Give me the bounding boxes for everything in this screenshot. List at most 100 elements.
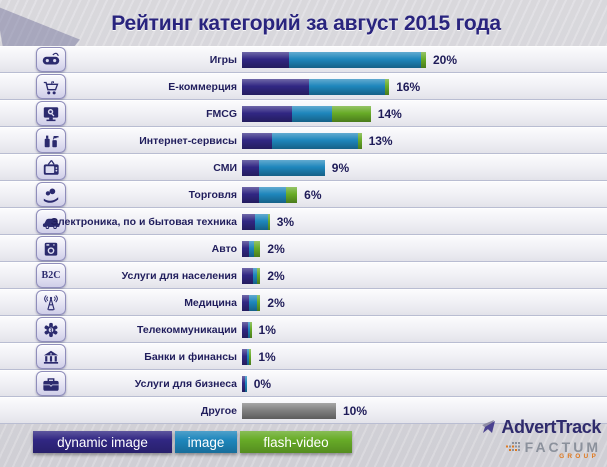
category-bar: 20% [242, 47, 457, 72]
footer-logos: AdvertTrack FACTUM GROUP [426, 417, 601, 460]
ecommerce-cart-icon: e [36, 74, 66, 99]
bar-segment-image [258, 186, 287, 203]
medical-star-icon [36, 317, 66, 342]
washing-machine-icon [36, 236, 66, 261]
value-label: 2% [267, 241, 285, 256]
value-label: 14% [377, 106, 402, 121]
bar-segment-image [272, 132, 358, 149]
value-label: 20% [432, 52, 457, 67]
category-row: B2C Услуги для населения 2% [0, 262, 607, 289]
briefcase-icon [36, 371, 66, 396]
category-row: СМИ 9% [0, 154, 607, 181]
category-label: Другое [200, 404, 237, 417]
category-label: СМИ [213, 161, 237, 174]
value-label: 9% [331, 160, 350, 175]
bar-segment-flash-video [249, 321, 252, 338]
bar-segment-dynamic-image [242, 132, 273, 149]
category-row: Торговля 6% [0, 181, 607, 208]
bar-segment-image [249, 240, 254, 257]
value-label: 3% [276, 214, 295, 229]
category-row: Услуги для бизнеса 0% [0, 370, 607, 397]
bar-segment-flash-video [332, 105, 371, 122]
bar-segment-image [244, 375, 247, 392]
category-bar: 9% [242, 155, 349, 180]
bar-segment-flash-video [267, 213, 270, 230]
fmcg-products-icon [36, 128, 66, 153]
category-label: Интернет-сервисы [139, 134, 237, 147]
bar-segment-image [247, 321, 250, 338]
bar-segment-dynamic-image [242, 78, 310, 95]
value-label: 1% [258, 322, 276, 337]
legend: dynamic image image flash-video [33, 431, 352, 453]
svg-text:e: e [51, 78, 54, 86]
gamepad-icon [36, 47, 66, 72]
category-label: Торговля [188, 188, 237, 201]
category-row: FMCG 14% [0, 100, 607, 127]
category-bar: 2% [242, 236, 285, 261]
category-row: Телекоммуникации 1% [0, 316, 607, 343]
bar-segment-dynamic-image [242, 186, 259, 203]
bar-segment-image [258, 159, 325, 176]
category-row: Авто 2% [0, 235, 607, 262]
category-bar: 3% [242, 209, 294, 234]
bar-segment-flash-video [256, 267, 261, 284]
value-label: 13% [368, 133, 393, 148]
tv-icon [36, 155, 66, 180]
bar-segment-flash-video [286, 186, 298, 203]
bar-segment-image [309, 78, 385, 95]
bar-segment-dynamic-image [242, 375, 245, 392]
category-label: Услуги для бизнеса [134, 377, 237, 390]
bar-segment-dynamic-image [242, 267, 254, 284]
category-row: Интернет-сервисы 13% [0, 127, 607, 154]
legend-item-dynamic-image: dynamic image [33, 431, 172, 453]
value-label: 6% [304, 187, 322, 202]
category-label: Услуги для населения [121, 269, 237, 282]
category-bar: 13% [242, 128, 393, 153]
factum-dots-icon [505, 441, 521, 453]
bar-segment-dynamic-image [242, 348, 247, 365]
bar-segment-image [291, 105, 333, 122]
value-label: 16% [396, 79, 421, 94]
category-row: Медицина 2% [0, 289, 607, 316]
bar-segment-image [254, 213, 268, 230]
category-bar: 14% [242, 101, 402, 126]
category-label: Авто [211, 242, 237, 255]
bar-segment-dynamic-image [242, 213, 255, 230]
chart-rows: Игры 20% e Е-коммерция 16% FMCG 14% Интернет-се… [0, 46, 607, 424]
category-row: e Е-коммерция 16% [0, 73, 607, 100]
bar-segment-image [246, 348, 250, 365]
value-label: 1% [258, 349, 276, 364]
car-icon [36, 209, 66, 234]
category-row: Другое 10% [0, 397, 607, 424]
category-bar: 1% [242, 344, 276, 369]
factum-logo: FACTUM [426, 439, 601, 455]
bar-segment-image [249, 294, 257, 311]
bar-segment-flash-video [253, 240, 261, 257]
category-bar: 2% [242, 263, 285, 288]
category-label: Е-коммерция [168, 80, 237, 93]
value-label: 2% [267, 268, 285, 283]
category-row: Электроника, по и бытовая техника 3% [0, 208, 607, 235]
category-row: Банки и финансы 1% [0, 343, 607, 370]
category-label: Игры [209, 53, 237, 66]
bar-segment-other [242, 402, 336, 419]
factum-group-text: GROUP [559, 453, 599, 460]
legend-item-flash-video: flash-video [240, 431, 352, 453]
bar-segment-flash-video [421, 51, 426, 68]
adverttrack-logo: AdvertTrack [426, 417, 601, 438]
bar-segment-flash-video [384, 78, 390, 95]
bar-segment-dynamic-image [242, 240, 250, 257]
category-label: Телекоммуникации [137, 323, 237, 336]
b2c-icon: B2C [36, 263, 66, 288]
category-label: FMCG [206, 107, 237, 120]
factum-text: FACTUM [524, 439, 601, 455]
monitor-search-icon [36, 101, 66, 126]
bar-segment-dynamic-image [242, 321, 248, 338]
category-bar: 1% [242, 317, 276, 342]
bar-segment-dynamic-image [242, 159, 259, 176]
bar-segment-flash-video [357, 132, 362, 149]
bank-icon [36, 344, 66, 369]
bar-segment-flash-video [249, 348, 252, 365]
bar-segment-image [288, 51, 422, 68]
